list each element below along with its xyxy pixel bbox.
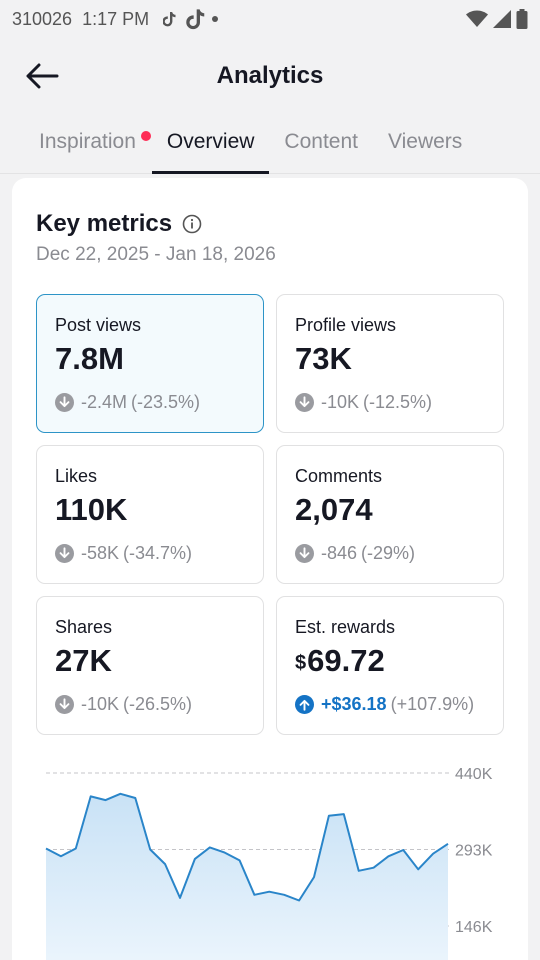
key-metrics-title: Key metrics [36, 210, 173, 237]
status-time: 1:17 PM [82, 8, 150, 29]
arrow-down-circle-icon [55, 544, 74, 563]
chart-area-fill [46, 793, 448, 960]
delta-value: -10K [81, 694, 120, 714]
delta-percent: (+107.9%) [390, 694, 475, 714]
tab-label: Content [284, 130, 358, 153]
notification-dot [140, 131, 151, 141]
delta-percent: (-34.7%) [123, 543, 193, 563]
key-metrics-heading: Key metrics [36, 210, 202, 238]
metric-delta: -10K (-26.5%) [55, 694, 263, 715]
back-button[interactable] [22, 58, 62, 94]
delta-percent: (-12.5%) [363, 392, 433, 412]
metric-value: 2,074 [295, 492, 373, 527]
signal-icon [493, 10, 511, 28]
metric-value-number: 69.72 [307, 643, 385, 678]
metric-label: Post views [55, 315, 142, 335]
chart-line [45, 792, 449, 902]
y-tick-label: 146K [455, 919, 493, 936]
metric-delta: -2.4M (-23.5%) [55, 392, 263, 413]
tab-overview[interactable]: Overview [151, 114, 270, 174]
metric-value: $69.72 [295, 645, 503, 676]
metric-label: Shares [55, 617, 113, 637]
delta-percent: (-26.5%) [123, 694, 193, 714]
tab-label: Overview [166, 130, 255, 153]
arrow-down-circle-icon [295, 544, 314, 563]
delta-value: -2.4M [81, 392, 128, 412]
metric-label: Likes [55, 466, 98, 486]
delta-percent: (-23.5%) [131, 392, 201, 412]
post-views-chart[interactable]: 440K 293K 146K [36, 756, 540, 960]
info-icon[interactable] [182, 214, 202, 234]
arrow-down-circle-icon [55, 393, 74, 412]
tab-content[interactable]: Content [269, 114, 373, 173]
tiktok-logo-icon [186, 8, 206, 30]
delta-percent: (-29%) [361, 543, 416, 563]
page-title: Analytics [216, 62, 324, 89]
metric-label: Comments [295, 466, 383, 486]
delta-value: -58K [81, 543, 120, 563]
metric-label: Est. rewards [295, 617, 396, 637]
y-tick-label: 440K [455, 766, 493, 783]
wifi-icon [466, 10, 488, 28]
tiktok-note-icon [163, 11, 176, 27]
tab-inspiration[interactable]: Inspiration [22, 114, 152, 173]
metric-value: 27K [55, 643, 112, 678]
dot-icon [212, 16, 219, 22]
metric-shares[interactable]: Shares 27K -10K (-26.5%) [36, 596, 264, 735]
delta-value: -10K [321, 392, 360, 412]
currency-symbol: $ [295, 652, 307, 674]
metric-value: 110K [55, 492, 128, 527]
metric-comments[interactable]: Comments 2,074 -846 (-29%) [276, 445, 504, 584]
tab-bar: Inspiration Overview Content Viewers [0, 114, 540, 174]
metric-est-rewards[interactable]: Est. rewards $69.72 +$36.18 (+107.9%) [276, 596, 504, 735]
metric-delta: +$36.18 (+107.9%) [295, 694, 503, 715]
metric-delta: -58K (-34.7%) [55, 543, 263, 564]
date-range: Dec 22, 2025 - Jan 18, 2026 [36, 244, 276, 265]
tab-viewers[interactable]: Viewers [373, 114, 477, 173]
metric-label: Profile views [295, 315, 397, 335]
metric-delta: -846 (-29%) [295, 543, 503, 564]
metric-likes[interactable]: Likes 110K -58K (-34.7%) [36, 445, 264, 584]
metric-value: 73K [295, 341, 352, 376]
arrow-down-circle-icon [55, 695, 74, 714]
app-header: Analytics [0, 38, 540, 114]
metric-value: 7.8M [55, 341, 124, 376]
arrow-left-icon [26, 63, 59, 89]
tab-label: Viewers [387, 130, 463, 153]
metric-post-views[interactable]: Post views 7.8M -2.4M (-23.5%) [36, 294, 264, 433]
arrow-down-circle-icon [295, 393, 314, 412]
battery-icon [516, 9, 528, 29]
carrier-text: 310026 [12, 8, 73, 29]
arrow-up-circle-icon [295, 695, 314, 714]
status-bar: 310026 1:17 PM [0, 0, 540, 38]
delta-value: +$36.18 [321, 694, 387, 714]
metric-delta: -10K (-12.5%) [295, 392, 503, 413]
y-tick-label: 293K [455, 843, 493, 860]
metric-profile-views[interactable]: Profile views 73K -10K (-12.5%) [276, 294, 504, 433]
tab-label: Inspiration [39, 130, 136, 153]
delta-value: -846 [321, 543, 358, 563]
